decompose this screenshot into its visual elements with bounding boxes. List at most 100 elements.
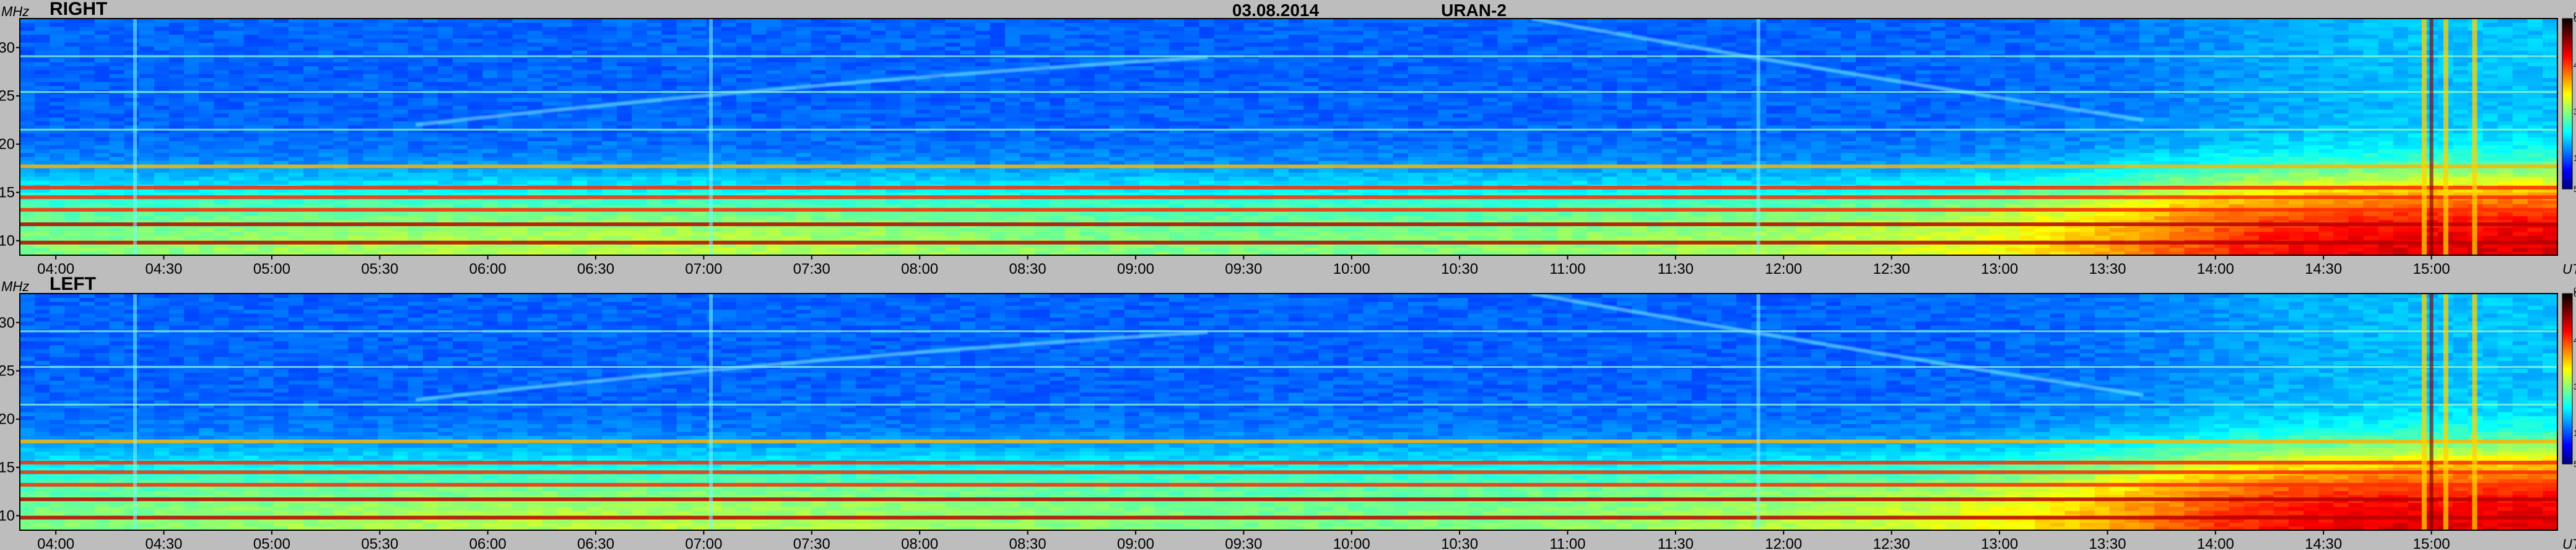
vertical-bursts — [133, 19, 2478, 255]
drift-features — [416, 17, 2144, 127]
heatmap-cells — [20, 19, 2558, 256]
interference-band — [20, 460, 2557, 465]
interference-band — [20, 482, 2557, 487]
colorbar-tick-label: 5 — [2574, 459, 2576, 469]
vertical-bursts — [133, 294, 2478, 530]
panel-label: LEFT — [50, 274, 96, 294]
vertical-burst — [2472, 19, 2478, 255]
x-tick-label: 09:00 — [1117, 536, 1154, 550]
interference-band — [20, 240, 2557, 245]
x-tick-label: 13:00 — [1981, 536, 2018, 550]
x-tick-label: 14:30 — [2305, 536, 2342, 550]
x-tick-label: 09:30 — [1225, 261, 1262, 277]
vertical-burst — [2443, 294, 2448, 530]
y-tick-label: 20 — [0, 411, 15, 428]
interference-band — [20, 164, 2557, 168]
x-tick-label: 09:30 — [1225, 536, 1262, 550]
x-tick-label: 04:30 — [145, 261, 182, 277]
y-axis-unit: MHz — [1, 279, 29, 294]
y-tick-label: 10 — [0, 508, 15, 525]
spectrogram-panel-left: 10 15 20 25 30 MHz LEFT 04:00 04:30 05:00 05:30 06:… — [0, 274, 2576, 550]
x-tick-label: 11:00 — [1549, 536, 1585, 550]
vertical-burst — [2421, 19, 2427, 255]
y-tick-label: 15 — [0, 185, 15, 201]
x-tick-label: 05:00 — [253, 261, 290, 277]
panel-label: RIGHT — [50, 0, 107, 19]
x-tick-label: 08:30 — [1009, 261, 1046, 277]
interference-bands — [20, 330, 2557, 520]
interference-band — [20, 330, 2557, 333]
x-tick-label: 07:30 — [793, 536, 830, 550]
interference-band — [20, 91, 2557, 93]
strong-burst-core — [2429, 19, 2434, 255]
plot-frame — [19, 293, 2558, 531]
x-tick-label: 05:00 — [253, 536, 290, 550]
colorbar-unit: db — [2574, 284, 2576, 294]
x-tick-label: 10:30 — [1441, 536, 1478, 550]
x-tick-label: 12:30 — [1873, 261, 1910, 277]
colorbar-unit: db — [2574, 9, 2576, 19]
x-tick-label: 14:00 — [2197, 261, 2234, 277]
x-tick-label: 04:30 — [145, 536, 182, 550]
x-tick-label: 10:00 — [1333, 261, 1370, 277]
colorbar-tick-label: 60 — [2574, 289, 2576, 299]
x-tick-label: 14:00 — [2197, 536, 2234, 550]
y-tick-label: 25 — [0, 88, 15, 105]
vertical-burst — [709, 294, 713, 530]
x-tick-label: 13:30 — [2089, 536, 2126, 550]
colorbar-tick-label: 30 — [2574, 107, 2576, 116]
drift-feature — [1531, 292, 2144, 397]
y-tick-label: 30 — [0, 315, 15, 331]
x-axis-unit: UT — [2562, 536, 2576, 550]
interference-band — [20, 439, 2557, 443]
x-tick-label: 05:30 — [361, 261, 398, 277]
y-tick-label: 30 — [0, 40, 15, 56]
x-tick-label: 12:30 — [1873, 536, 1910, 550]
y-tick-label: 20 — [0, 136, 15, 153]
colorbar — [2562, 293, 2573, 465]
x-tick-label: 06:00 — [469, 536, 507, 550]
x-axis-unit: UT — [2562, 261, 2576, 277]
interference-band — [20, 470, 2557, 474]
x-tick-label: 15:00 — [2413, 536, 2450, 550]
x-tick-label: 07:00 — [685, 536, 722, 550]
x-tick-label: 05:30 — [361, 536, 398, 550]
x-tick-label: 11:00 — [1549, 261, 1585, 277]
instrument-label: URAN-2 — [1441, 1, 1507, 20]
colorbar-tick-label: 30 — [2574, 382, 2576, 391]
spectrogram-panel-right: 10 15 20 25 30 MHz RIGHT 04:00 04:30 05:00 05:30 06… — [0, 0, 2576, 277]
x-tick-label: 06:00 — [469, 261, 507, 277]
x-tick-label: 09:00 — [1117, 261, 1154, 277]
vertical-burst — [1756, 294, 1760, 530]
vertical-burst — [2472, 294, 2478, 530]
y-tick-label: 10 — [0, 233, 15, 250]
colorbar-tick-label: 45 — [2574, 60, 2576, 70]
strong-burst-core — [2429, 294, 2434, 530]
interference-band — [20, 128, 2557, 131]
heatmap-cells — [20, 294, 2558, 531]
y-axis-unit: MHz — [1, 4, 29, 19]
vertical-burst — [709, 19, 713, 255]
x-tick-label: 07:30 — [793, 261, 830, 277]
x-tick-label: 10:00 — [1333, 536, 1370, 550]
drift-feature — [416, 330, 1208, 402]
colorbar-tick-label: 5 — [2574, 184, 2576, 194]
interference-band — [20, 222, 2557, 227]
interference-band — [20, 366, 2557, 368]
x-tick-label: 08:30 — [1009, 536, 1046, 550]
drift-feature — [416, 55, 1208, 127]
colorbar — [2562, 18, 2573, 190]
x-tick-label: 13:00 — [1981, 261, 2018, 277]
x-tick-label: 10:30 — [1441, 261, 1478, 277]
vertical-burst — [2443, 19, 2448, 255]
interference-band — [20, 207, 2557, 212]
date-label: 03.08.2014 — [1232, 1, 1320, 20]
x-tick-label: 04:00 — [37, 536, 74, 550]
y-tick-label: 25 — [0, 363, 15, 380]
x-tick-label: 08:00 — [901, 536, 938, 550]
vertical-burst — [1756, 19, 1760, 255]
interference-band — [20, 195, 2557, 199]
vertical-burst — [133, 19, 137, 255]
drift-feature — [1531, 17, 2144, 122]
